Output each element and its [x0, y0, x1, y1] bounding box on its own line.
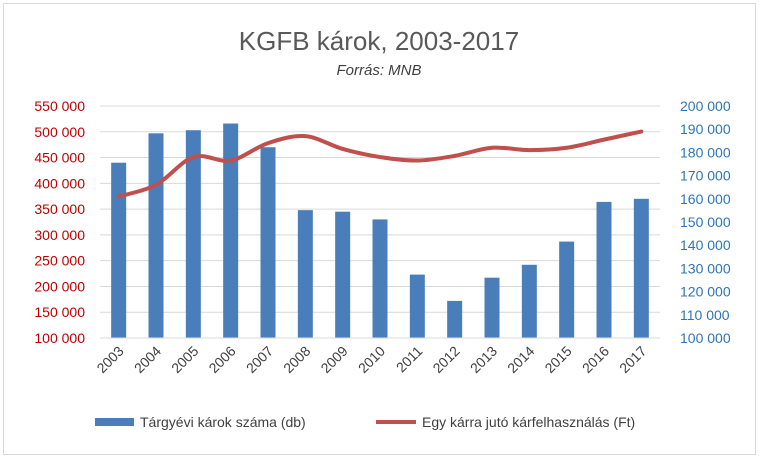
- x-tick-label: 2004: [131, 343, 164, 376]
- chart-frame: KGFB károk, 2003-2017 Forrás: MNB 100 00…: [3, 3, 756, 455]
- x-tick-label: 2005: [168, 343, 201, 376]
- x-tick-label: 2010: [355, 343, 388, 376]
- bar: [260, 147, 276, 338]
- legend-label-bars: Tárgyévi károk száma (db): [140, 414, 306, 430]
- bar: [223, 123, 239, 338]
- y-right-tick-label: 170 000: [680, 168, 731, 184]
- chart-subtitle: Forrás: MNB: [336, 62, 421, 79]
- x-tick-label: 2006: [205, 343, 238, 376]
- y-left-tick-label: 200 000: [34, 278, 85, 294]
- bar: [559, 241, 575, 338]
- y-right-tick-label: 110 000: [680, 307, 730, 323]
- y-left-tick-label: 150 000: [34, 304, 85, 320]
- y-right-tick-label: 130 000: [680, 260, 731, 276]
- x-tick-label: 2011: [393, 343, 426, 376]
- x-tick-label: 2008: [280, 343, 313, 376]
- y-left-tick-label: 400 000: [34, 175, 85, 191]
- chart-title: KGFB károk, 2003-2017: [239, 26, 519, 56]
- y-right-tick-label: 120 000: [680, 284, 731, 300]
- y-right-tick-label: 190 000: [680, 121, 731, 137]
- bar: [372, 219, 388, 338]
- bar: [409, 274, 425, 338]
- x-tick-label: 2017: [616, 343, 649, 376]
- x-tick-label: 2013: [467, 343, 500, 376]
- combo-chart: KGFB károk, 2003-2017 Forrás: MNB 100 00…: [34, 26, 731, 430]
- bar: [596, 201, 612, 338]
- y-right-tick-label: 140 000: [680, 237, 731, 253]
- bar: [447, 300, 463, 338]
- bar: [185, 130, 201, 338]
- y-left-tick-label: 500 000: [34, 124, 85, 140]
- y-right-tick-label: 200 000: [680, 98, 731, 114]
- x-tick-label: 2007: [243, 343, 276, 376]
- y-right-tick-label: 180 000: [680, 144, 731, 160]
- bar: [484, 277, 500, 338]
- y-left-tick-label: 450 000: [34, 150, 85, 166]
- bar: [297, 210, 313, 338]
- y-left-tick-label: 550 000: [34, 98, 85, 114]
- legend-swatch-bars: [95, 418, 134, 426]
- series-line: [116, 129, 644, 199]
- bar: [111, 162, 127, 338]
- bar: [521, 264, 537, 338]
- x-tick-label: 2014: [504, 343, 537, 376]
- bar: [148, 133, 164, 338]
- x-tick-label: 2012: [429, 343, 462, 376]
- x-tick-label: 2016: [579, 343, 612, 376]
- y-left-tick-label: 250 000: [34, 253, 85, 269]
- x-tick-label: 2003: [93, 343, 126, 376]
- x-tick-label: 2009: [317, 343, 350, 376]
- bar: [633, 198, 649, 338]
- y-left-tick-label: 350 000: [34, 201, 85, 217]
- legend-label-line: Egy kárra jutó kárfelhasználás (Ft): [422, 414, 635, 430]
- y-right-tick-label: 100 000: [680, 330, 731, 346]
- x-tick-label: 2015: [541, 343, 574, 376]
- y-left-tick-label: 300 000: [34, 227, 85, 243]
- y-left-tick-label: 100 000: [34, 330, 85, 346]
- bar: [335, 211, 351, 338]
- y-right-tick-label: 160 000: [680, 191, 731, 207]
- y-right-tick-label: 150 000: [680, 214, 731, 230]
